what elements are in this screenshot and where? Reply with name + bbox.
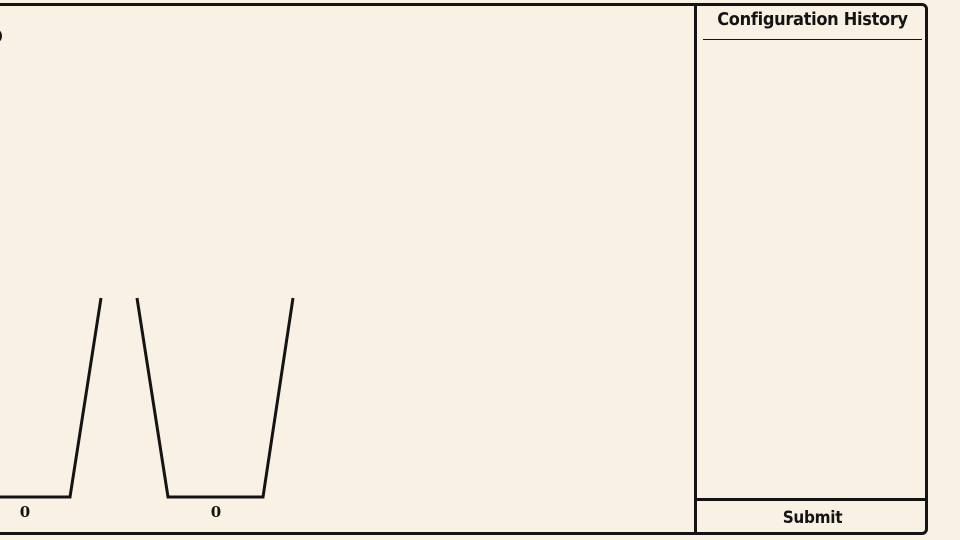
- game-frame: [0, 3, 928, 535]
- playfield: 0 0: [0, 28, 295, 521]
- cup-count-label: 0: [210, 503, 222, 521]
- cup-right-outline: [135, 297, 295, 499]
- cup-count-label: 0: [19, 503, 31, 521]
- configuration-history-panel: Configuration History Submit: [694, 3, 928, 535]
- panel-title: Configuration History: [717, 9, 908, 30]
- cup-left-outline: [0, 297, 103, 499]
- submit-button[interactable]: Submit: [697, 498, 928, 535]
- cups-drawing: [0, 297, 295, 499]
- history-list[interactable]: [703, 45, 922, 495]
- title-divider: [703, 39, 922, 40]
